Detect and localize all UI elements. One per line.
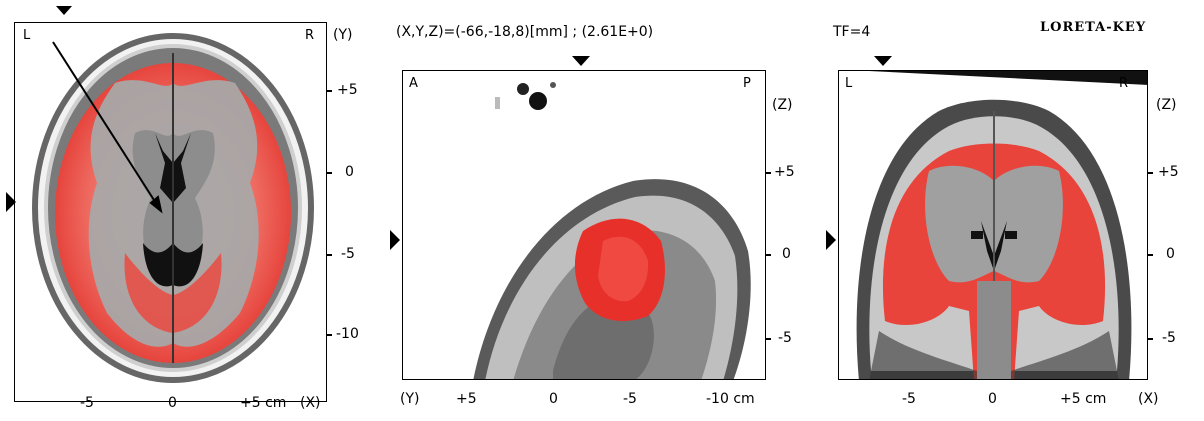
app-title: LORETA-KEY [1040, 20, 1147, 35]
sagittal-top-cursor-marker[interactable] [572, 56, 590, 66]
axial-corner-right-label: R [305, 28, 315, 43]
sagittal-brain-slice [403, 71, 765, 379]
coronal-x-tick-label: -5 [902, 391, 916, 407]
axial-y-axis-tick [327, 254, 332, 256]
sagittal-z-axis-tick [766, 338, 771, 340]
sagittal-corner-right-label: P [743, 76, 751, 91]
sagittal-z-axis-tick [766, 254, 771, 256]
coronal-corner-left-label: L [845, 76, 853, 91]
axial-x-axis-label: (X) [300, 395, 321, 411]
sagittal-z-axis-label: (Z) [772, 97, 793, 113]
axial-y-axis-label: (Y) [333, 27, 353, 43]
sagittal-y-tick-label: +5 [456, 391, 477, 407]
axial-y-tick-label: -10 [336, 326, 359, 342]
coronal-z-axis-label: (Z) [1156, 97, 1177, 113]
axial-y-axis-tick [327, 90, 332, 92]
sagittal-z-axis-tick [766, 172, 771, 174]
sagittal-image-frame[interactable]: A P [402, 70, 766, 380]
coronal-z-tick-label: -5 [1162, 330, 1176, 346]
axial-y-tick-label: 0 [345, 164, 354, 180]
coronal-top-cursor-marker[interactable] [874, 56, 892, 66]
coronal-x-axis-label: (X) [1138, 391, 1159, 407]
sagittal-z-tick-label: 0 [782, 246, 791, 262]
axial-x-tick-label: -5 [80, 395, 94, 411]
coronal-z-axis-tick [1148, 254, 1153, 256]
timeframe-readout: TF=4 [833, 24, 871, 40]
axial-image-frame[interactable]: L R [14, 22, 327, 402]
axial-y-axis-tick [327, 172, 332, 174]
coronal-left-cursor-marker[interactable] [826, 230, 836, 250]
sagittal-left-cursor-marker[interactable] [390, 230, 400, 250]
axial-y-tick-label: +5 [337, 82, 358, 98]
coronal-z-tick-label: +5 [1158, 164, 1179, 180]
axial-y-tick-label: -5 [341, 246, 355, 262]
coronal-z-axis-tick [1148, 172, 1153, 174]
sagittal-z-tick-label: +5 [774, 164, 795, 180]
coronal-brain-slice [839, 71, 1147, 379]
axial-y-axis-tick [327, 334, 332, 336]
sagittal-y-tick-label: -5 [623, 391, 637, 407]
axial-top-cursor-marker[interactable] [56, 6, 72, 15]
axial-corner-left-label: L [23, 28, 31, 43]
sagittal-corner-left-label: A [409, 76, 418, 91]
sagittal-y-tick-label: 0 [549, 391, 558, 407]
coronal-view-panel[interactable]: L R (Z) +5 0 -5 -5 0 +5 cm (X) [822, 54, 1204, 421]
coronal-z-axis-tick [1148, 338, 1153, 340]
axial-view-panel[interactable]: L R (Y) +5 0 -5 -10 -5 0 +5 cm (X) [0, 6, 384, 421]
coronal-x-tick-label: +5 cm [1060, 391, 1107, 407]
axial-brain-slice [32, 33, 314, 383]
coronal-x-tick-label: 0 [988, 391, 997, 407]
sagittal-y-axis-label: (Y) [400, 391, 420, 407]
coronal-corner-right-label: R [1119, 76, 1129, 91]
sagittal-z-tick-label: -5 [778, 330, 792, 346]
axial-left-cursor-marker[interactable] [6, 192, 16, 212]
sagittal-view-panel[interactable]: A P (Z) +5 0 -5 (Y) +5 0 -5 -10 cm [386, 54, 818, 421]
top-strip [0, 0, 1204, 6]
coronal-z-tick-label: 0 [1166, 246, 1175, 262]
sagittal-y-tick-label: -10 cm [706, 391, 755, 407]
axial-x-tick-label: +5 cm [240, 395, 287, 411]
coronal-image-frame[interactable]: L R [838, 70, 1148, 380]
axial-x-tick-label: 0 [168, 395, 177, 411]
coordinate-readout: (X,Y,Z)=(-66,-18,8)[mm] ; (2.61E+0) [396, 24, 654, 40]
